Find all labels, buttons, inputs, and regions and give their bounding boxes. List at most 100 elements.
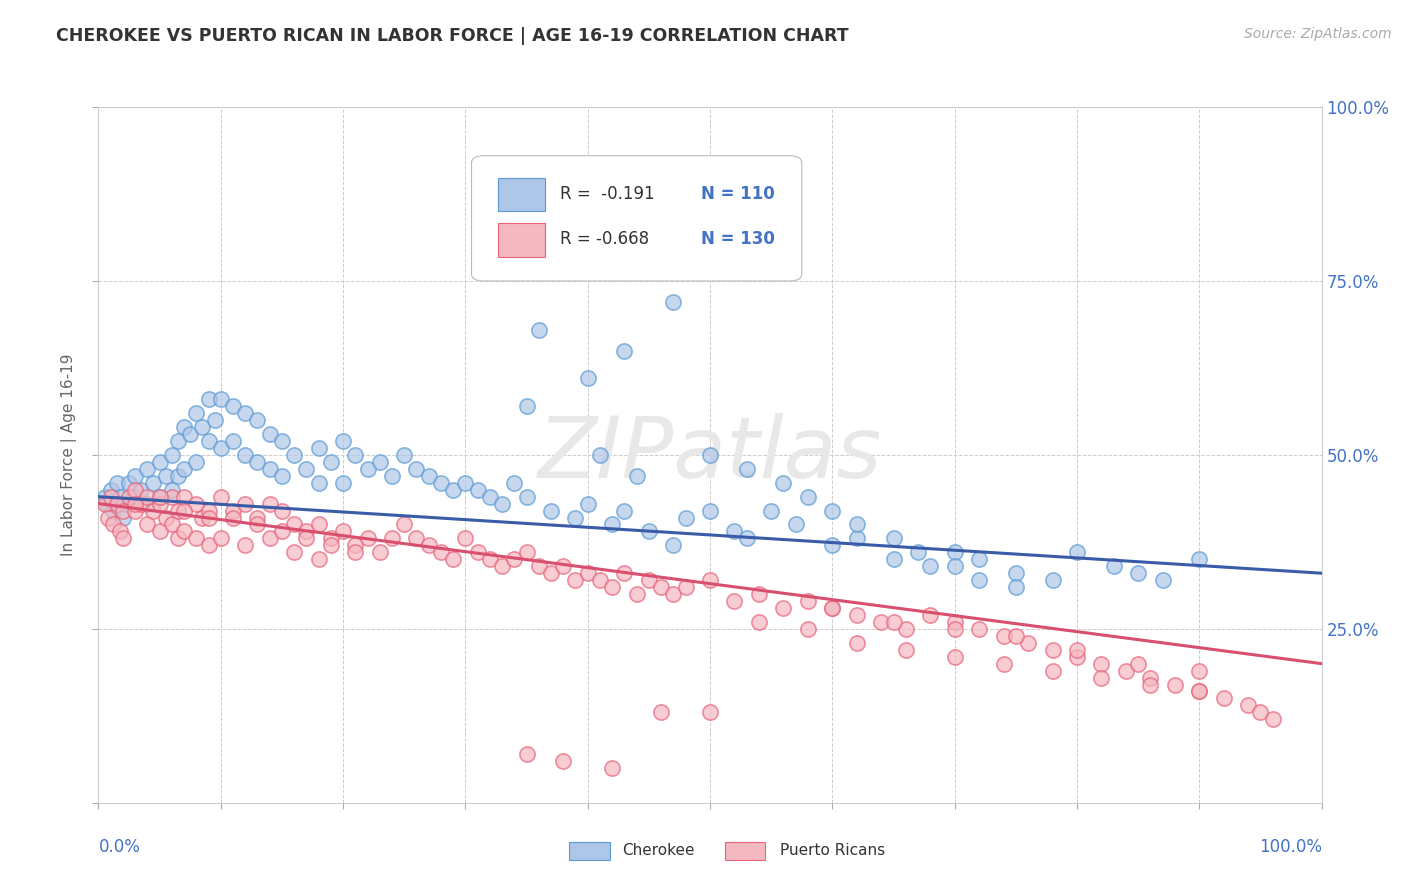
Point [246, 510, 269, 524]
Point [186, 455, 208, 469]
Point [197, 503, 219, 517]
Point [540, 566, 562, 581]
Point [675, 580, 697, 594]
Point [186, 406, 208, 420]
Point [920, 559, 942, 574]
Point [1090, 657, 1112, 671]
Point [491, 497, 513, 511]
Point [173, 462, 195, 476]
Point [142, 475, 165, 490]
Point [197, 434, 219, 448]
Point [381, 532, 404, 546]
Point [967, 552, 990, 566]
Point [283, 517, 305, 532]
Point [173, 503, 195, 517]
Point [943, 622, 966, 636]
Point [894, 622, 917, 636]
Text: ZIPatlas: ZIPatlas [538, 413, 882, 497]
Point [160, 448, 183, 462]
Point [503, 552, 526, 566]
Point [160, 483, 183, 497]
Point [723, 594, 745, 608]
Text: R = -0.668: R = -0.668 [560, 230, 648, 248]
Point [600, 761, 623, 775]
Point [332, 475, 354, 490]
Point [405, 532, 427, 546]
Point [576, 566, 599, 581]
Point [259, 427, 281, 442]
Point [454, 532, 477, 546]
Point [418, 468, 440, 483]
Point [467, 545, 489, 559]
Point [124, 497, 146, 511]
Y-axis label: In Labor Force | Age 16-19: In Labor Force | Age 16-19 [60, 353, 77, 557]
Point [259, 462, 281, 476]
Point [259, 532, 281, 546]
Point [441, 483, 464, 497]
Point [723, 524, 745, 539]
Point [259, 497, 281, 511]
Point [97, 510, 120, 524]
Point [638, 573, 661, 587]
Point [233, 538, 256, 552]
Point [993, 657, 1015, 671]
Point [761, 503, 783, 517]
Point [233, 406, 256, 420]
Point [295, 462, 318, 476]
Point [662, 294, 685, 309]
Point [295, 532, 318, 546]
Point [197, 392, 219, 407]
Point [308, 517, 330, 532]
Point [129, 483, 152, 497]
Point [1128, 657, 1150, 671]
Point [699, 503, 721, 517]
Point [332, 524, 354, 539]
Point [613, 566, 636, 581]
Point [136, 517, 159, 532]
Point [124, 490, 146, 504]
Point [308, 475, 330, 490]
Point [845, 532, 868, 546]
Point [894, 642, 917, 657]
Point [967, 573, 990, 587]
Point [97, 497, 120, 511]
Point [515, 399, 537, 413]
Point [186, 532, 208, 546]
Point [1249, 706, 1271, 720]
Point [356, 532, 378, 546]
Text: Puerto Ricans: Puerto Ricans [780, 843, 884, 858]
Point [246, 455, 269, 469]
Bar [569, 842, 610, 860]
Point [283, 545, 305, 559]
Point [204, 413, 226, 427]
Point [1042, 573, 1064, 587]
Point [699, 706, 721, 720]
Point [821, 601, 844, 615]
Point [1152, 573, 1174, 587]
Point [381, 468, 404, 483]
Point [821, 601, 844, 615]
Point [93, 497, 115, 511]
Text: R =  -0.191: R = -0.191 [560, 185, 654, 203]
Text: 100.0%: 100.0% [1258, 838, 1322, 855]
Point [209, 532, 232, 546]
Point [270, 524, 294, 539]
Point [111, 497, 134, 511]
Point [270, 468, 294, 483]
Point [308, 441, 330, 455]
Text: N = 110: N = 110 [702, 185, 775, 203]
Point [111, 503, 134, 517]
Bar [498, 178, 546, 211]
Point [356, 462, 378, 476]
Point [1139, 671, 1161, 685]
Point [197, 510, 219, 524]
Point [576, 371, 599, 385]
Point [246, 413, 269, 427]
Point [1237, 698, 1260, 713]
Point [735, 462, 758, 476]
Point [392, 517, 416, 532]
Point [344, 448, 367, 462]
Point [155, 468, 177, 483]
Point [797, 622, 820, 636]
Point [1115, 664, 1137, 678]
